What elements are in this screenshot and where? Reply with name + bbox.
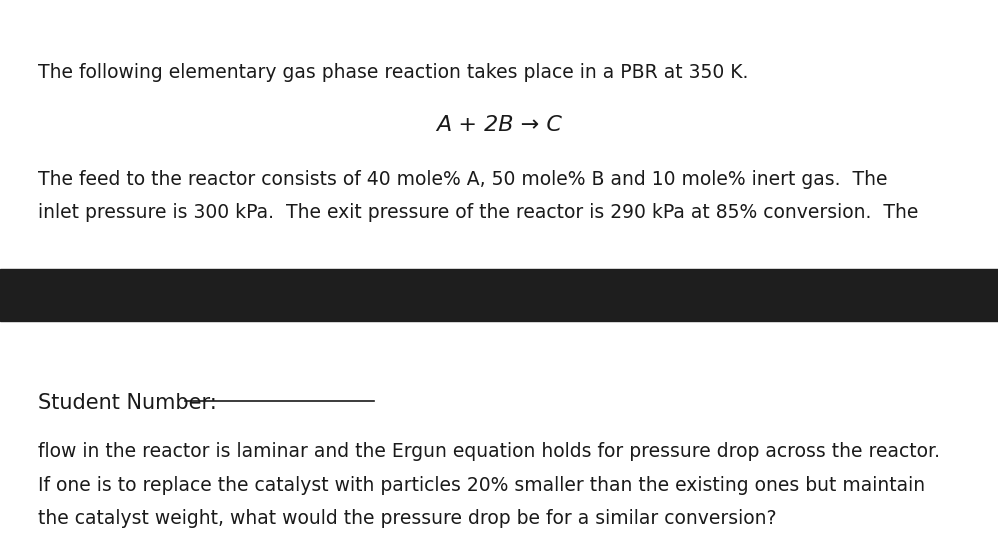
Text: A + 2B → C: A + 2B → C	[436, 115, 562, 135]
Text: the catalyst weight, what would the pressure drop be for a similar conversion?: the catalyst weight, what would the pres…	[38, 509, 776, 529]
Text: inlet pressure is 300 kPa.  The exit pressure of the reactor is 290 kPa at 85% c: inlet pressure is 300 kPa. The exit pres…	[38, 203, 918, 222]
Text: flow in the reactor is laminar and the Ergun equation holds for pressure drop ac: flow in the reactor is laminar and the E…	[38, 442, 940, 461]
Text: The following elementary gas phase reaction takes place in a PBR at 350 K.: The following elementary gas phase react…	[38, 63, 748, 82]
Text: Student Number:: Student Number:	[38, 393, 217, 412]
Text: The feed to the reactor consists of 40 mole% A, 50 mole% B and 10 mole% inert ga: The feed to the reactor consists of 40 m…	[38, 170, 887, 189]
Text: If one is to replace the catalyst with particles 20% smaller than the existing o: If one is to replace the catalyst with p…	[38, 476, 925, 495]
